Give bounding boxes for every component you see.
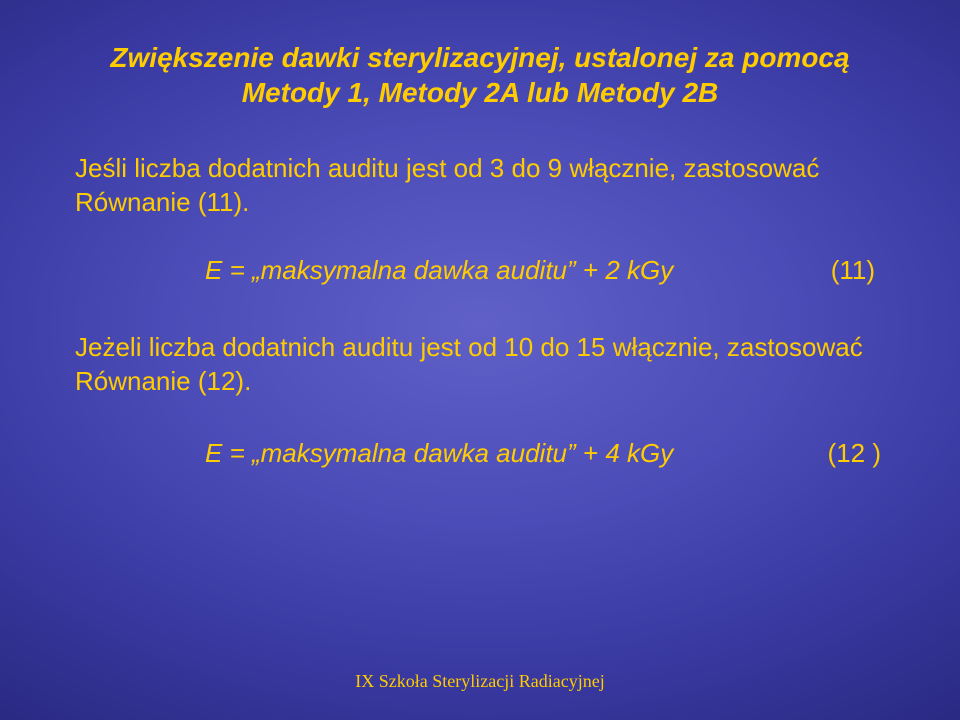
title-line-2: Metody 1, Metody 2A lub Metody 2B	[75, 75, 885, 110]
equation-11-text: E = „maksymalna dawka auditu” + 2 kGy	[205, 254, 673, 288]
eq12-prefix: E =	[205, 438, 252, 468]
eq12-suffix: + 4 kGy	[576, 438, 674, 468]
equation-12-number: (12 )	[828, 437, 881, 471]
eq11-suffix: + 2 kGy	[576, 255, 674, 285]
slide-container: Zwiększenie dawki sterylizacyjnej, ustal…	[0, 0, 960, 720]
paragraph-2: Jeżeli liczba dodatnich auditu jest od 1…	[75, 331, 885, 399]
equation-11-row: E = „maksymalna dawka auditu” + 2 kGy (1…	[75, 254, 885, 288]
paragraph-1: Jeśli liczba dodatnich auditu jest od 3 …	[75, 152, 885, 220]
eq11-quoted: „maksymalna dawka auditu”	[252, 255, 576, 285]
slide-footer: IX Szkoła Sterylizacji Radiacyjnej	[0, 671, 960, 692]
title-line-1: Zwiększenie dawki sterylizacyjnej, ustal…	[75, 40, 885, 75]
equation-12-text: E = „maksymalna dawka auditu” + 4 kGy	[205, 437, 673, 471]
slide-title: Zwiększenie dawki sterylizacyjnej, ustal…	[75, 40, 885, 110]
equation-11-number: (11)	[831, 254, 875, 288]
eq11-prefix: E =	[205, 255, 252, 285]
equation-12-row: E = „maksymalna dawka auditu” + 4 kGy (1…	[75, 437, 885, 471]
eq12-quoted: „maksymalna dawka auditu”	[252, 438, 576, 468]
